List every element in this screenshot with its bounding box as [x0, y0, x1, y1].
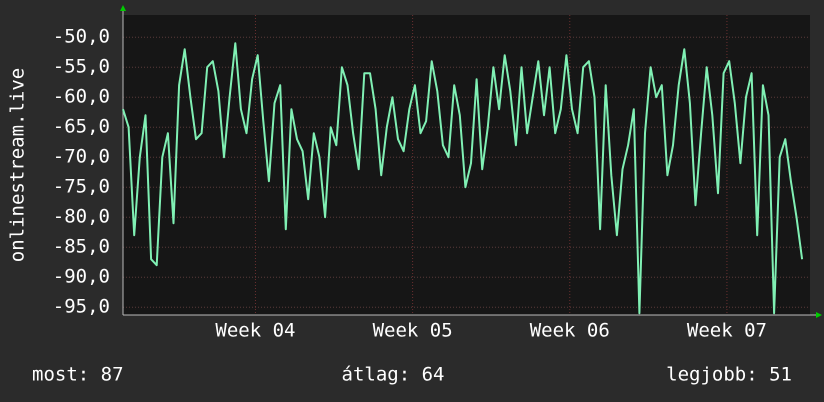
y-tick-label: -70,0: [53, 146, 110, 168]
y-tick-label: -75,0: [53, 176, 110, 198]
y-tick-label: -65,0: [53, 116, 110, 138]
footer-average: átlag: 64: [342, 364, 445, 386]
plot-area: [123, 15, 810, 315]
y-tick-label: -60,0: [53, 86, 110, 108]
y-tick-label: -85,0: [53, 236, 110, 258]
series-line: [122, 42, 804, 315]
y-tick-label: -95,0: [53, 296, 110, 318]
axis-arrow: [816, 312, 822, 318]
footer-current: most: 87: [32, 364, 124, 386]
x-tick-label: Week 05: [373, 320, 453, 342]
axis-arrow: [120, 5, 126, 11]
x-tick-label: Week 07: [687, 320, 767, 342]
y-axis-label: onlinestream.live: [7, 68, 29, 262]
y-tick-label: -55,0: [53, 56, 110, 78]
footer-best: legjobb: 51: [666, 364, 792, 386]
y-tick-label: -90,0: [53, 266, 110, 288]
y-tick-label: -50,0: [53, 26, 110, 48]
x-tick-label: Week 06: [530, 320, 610, 342]
x-tick-label: Week 04: [215, 320, 295, 342]
y-tick-label: -80,0: [53, 206, 110, 228]
